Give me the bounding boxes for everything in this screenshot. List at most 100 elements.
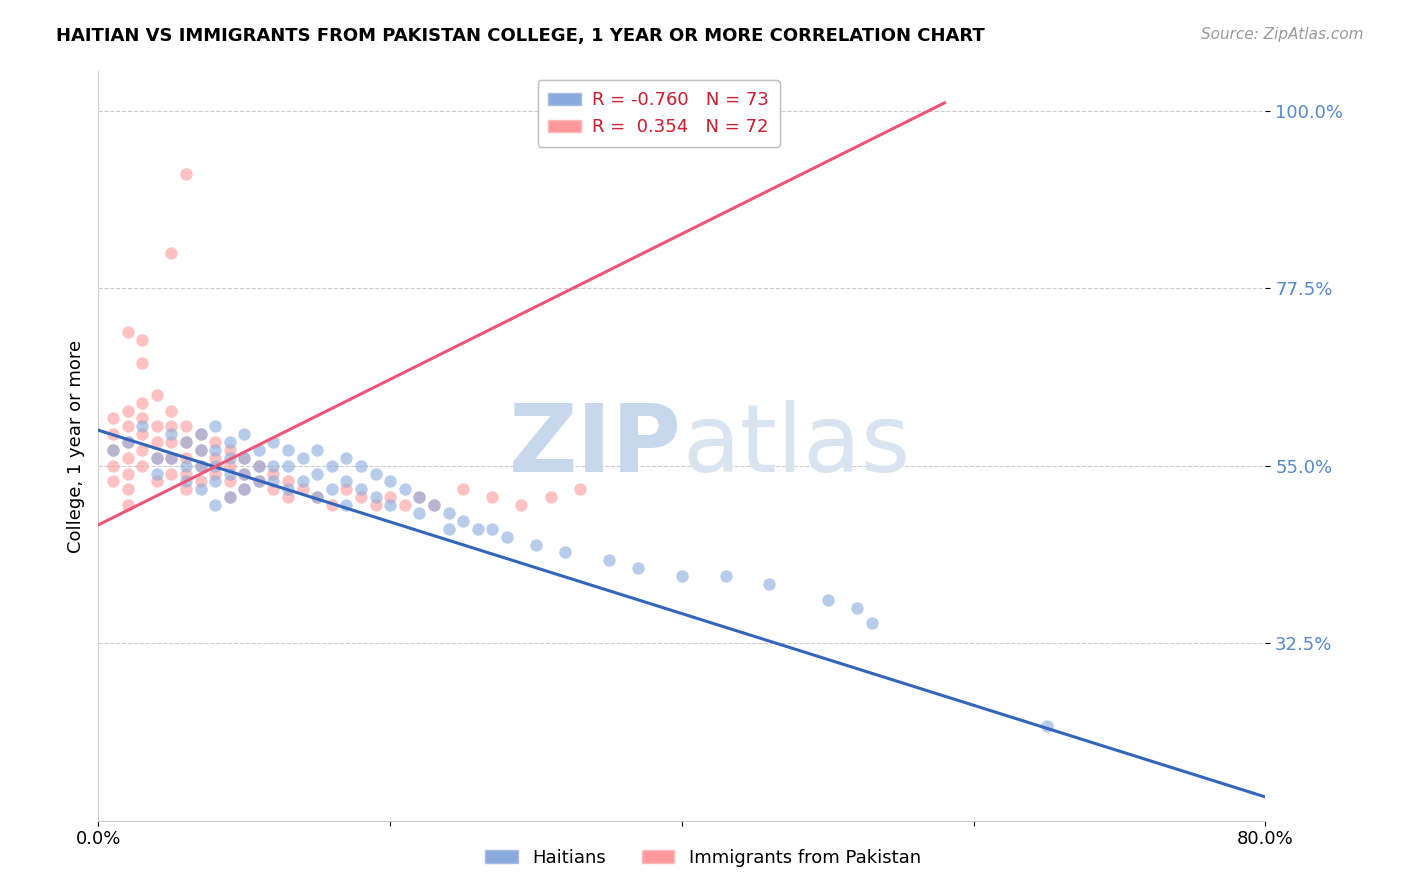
- Point: [101, 458, 124, 473]
- Point: [307, 467, 329, 481]
- Point: [364, 498, 387, 512]
- Point: [174, 467, 197, 481]
- Point: [335, 483, 357, 497]
- Point: [307, 442, 329, 457]
- Point: [423, 498, 446, 512]
- Point: [218, 467, 240, 481]
- Point: [321, 498, 343, 512]
- Point: [160, 419, 183, 434]
- Point: [233, 450, 256, 465]
- Point: [467, 522, 489, 536]
- Text: Source: ZipAtlas.com: Source: ZipAtlas.com: [1201, 27, 1364, 42]
- Point: [598, 553, 620, 567]
- Point: [437, 506, 460, 520]
- Point: [117, 435, 139, 450]
- Point: [174, 483, 197, 497]
- Point: [364, 490, 387, 504]
- Point: [101, 475, 124, 489]
- Point: [131, 442, 153, 457]
- Point: [160, 467, 183, 481]
- Point: [101, 442, 124, 457]
- Point: [204, 467, 226, 481]
- Point: [817, 592, 839, 607]
- Point: [190, 427, 212, 442]
- Point: [233, 467, 256, 481]
- Point: [190, 458, 212, 473]
- Point: [350, 483, 373, 497]
- Point: [218, 435, 240, 450]
- Point: [350, 458, 373, 473]
- Point: [350, 490, 373, 504]
- Point: [218, 490, 240, 504]
- Point: [335, 475, 357, 489]
- Point: [437, 522, 460, 536]
- Point: [394, 498, 416, 512]
- Point: [160, 427, 183, 442]
- Point: [146, 450, 169, 465]
- Point: [117, 467, 139, 481]
- Point: [204, 450, 226, 465]
- Point: [233, 427, 256, 442]
- Point: [380, 498, 402, 512]
- Point: [451, 514, 474, 528]
- Point: [174, 419, 197, 434]
- Point: [758, 577, 780, 591]
- Point: [117, 498, 139, 512]
- Point: [101, 442, 124, 457]
- Point: [146, 388, 169, 402]
- Point: [247, 475, 270, 489]
- Point: [408, 490, 430, 504]
- Point: [408, 506, 430, 520]
- Point: [846, 600, 869, 615]
- Point: [131, 419, 153, 434]
- Point: [554, 545, 576, 559]
- Point: [540, 490, 562, 504]
- Point: [117, 403, 139, 417]
- Point: [262, 435, 284, 450]
- Point: [233, 450, 256, 465]
- Point: [131, 458, 153, 473]
- Point: [174, 475, 197, 489]
- Point: [364, 467, 387, 481]
- Point: [117, 325, 139, 339]
- Point: [218, 490, 240, 504]
- Point: [204, 498, 226, 512]
- Point: [160, 450, 183, 465]
- Point: [277, 458, 299, 473]
- Point: [204, 435, 226, 450]
- Point: [524, 538, 547, 552]
- Point: [190, 475, 212, 489]
- Point: [860, 616, 883, 631]
- Point: [291, 450, 314, 465]
- Point: [131, 333, 153, 347]
- Point: [117, 435, 139, 450]
- Point: [291, 475, 314, 489]
- Text: atlas: atlas: [682, 400, 910, 492]
- Point: [307, 490, 329, 504]
- Point: [174, 450, 197, 465]
- Point: [496, 530, 519, 544]
- Point: [190, 458, 212, 473]
- Point: [380, 490, 402, 504]
- Point: [423, 498, 446, 512]
- Legend: R = -0.760   N = 73, R =  0.354   N = 72: R = -0.760 N = 73, R = 0.354 N = 72: [537, 80, 779, 147]
- Point: [451, 483, 474, 497]
- Point: [510, 498, 533, 512]
- Point: [321, 458, 343, 473]
- Point: [481, 490, 503, 504]
- Point: [335, 450, 357, 465]
- Point: [146, 450, 169, 465]
- Point: [160, 435, 183, 450]
- Point: [117, 450, 139, 465]
- Point: [247, 475, 270, 489]
- Point: [262, 467, 284, 481]
- Point: [131, 427, 153, 442]
- Point: [204, 458, 226, 473]
- Point: [190, 483, 212, 497]
- Point: [307, 490, 329, 504]
- Point: [218, 450, 240, 465]
- Point: [174, 435, 197, 450]
- Point: [218, 458, 240, 473]
- Point: [277, 483, 299, 497]
- Point: [160, 245, 183, 260]
